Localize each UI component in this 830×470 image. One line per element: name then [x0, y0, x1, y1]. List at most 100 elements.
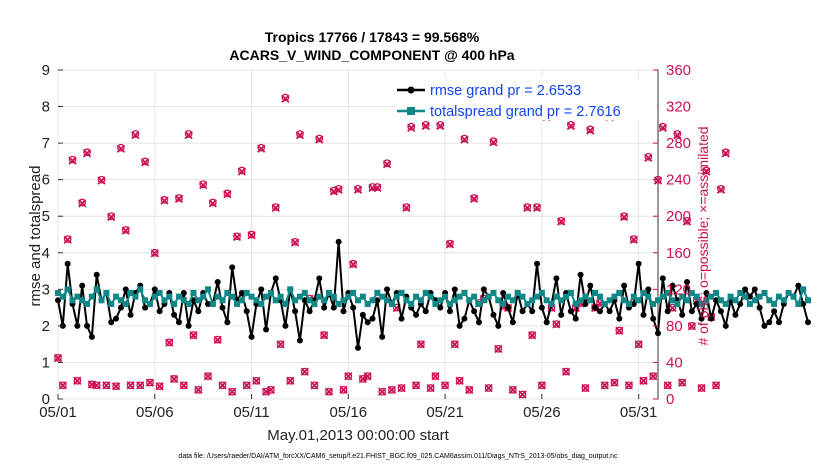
totalspread-point	[693, 293, 700, 300]
rmse-point	[688, 308, 695, 315]
y-tick-label-1: 1	[42, 354, 50, 371]
obs-possible-point	[455, 376, 464, 385]
totalspread-point	[635, 297, 642, 304]
obs-possible-point	[228, 387, 237, 396]
obs-possible-point	[470, 194, 478, 202]
y2-tick-label-9: 360	[666, 62, 691, 79]
rmse-point	[369, 315, 376, 322]
obs-possible-point	[717, 184, 725, 193]
obs-assimilated-point	[619, 212, 629, 222]
totalspread-point	[461, 289, 468, 296]
rmse-point	[679, 311, 686, 318]
totalspread-point	[451, 297, 458, 304]
rmse-point	[175, 319, 182, 326]
totalspread-point	[108, 300, 115, 307]
rmse-point	[301, 297, 308, 304]
obs-possible-point	[150, 248, 159, 257]
totalspread-point	[325, 289, 332, 296]
rmse-point	[127, 311, 134, 318]
totalspread-point	[737, 289, 744, 296]
obs-assimilated-point	[208, 199, 217, 208]
obs-possible-point	[175, 194, 183, 202]
rmse-point	[292, 308, 299, 315]
totalspread-point	[509, 297, 516, 304]
obs-assimilated-point	[276, 340, 285, 349]
rmse-point	[456, 322, 463, 329]
obs-possible-point	[315, 134, 324, 143]
obs-possible-point	[721, 148, 730, 157]
x-tick-label-3: 05/16	[330, 404, 368, 421]
obs-assimilated-point	[687, 322, 697, 331]
rmse-point	[296, 337, 303, 344]
rmse-point	[88, 333, 95, 340]
y2-tick-label-7: 280	[666, 135, 691, 152]
obs-assimilated-point	[528, 331, 537, 340]
obs-assimilated-point	[600, 381, 609, 390]
totalspread-point	[393, 293, 400, 300]
obs-assimilated-point	[228, 387, 237, 396]
totalspread-point	[282, 300, 289, 307]
obs-assimilated-point	[295, 130, 305, 140]
totalspread-point	[480, 297, 487, 304]
totalspread-point	[596, 293, 603, 300]
obs-assimilated-point	[271, 203, 280, 213]
obs-assimilated-point	[165, 338, 174, 347]
rmse-point	[74, 322, 81, 329]
obs-possible-point	[373, 183, 382, 191]
obs-assimilated-point	[639, 376, 648, 385]
obs-possible-point	[83, 148, 91, 157]
x-tick-label-0: 05/01	[39, 404, 77, 421]
totalspread-point	[650, 300, 657, 307]
rmse-point	[761, 322, 768, 329]
obs-assimilated-point	[455, 376, 464, 385]
rmse-point	[229, 264, 236, 271]
obs-possible-point	[397, 384, 406, 392]
obs-possible-point	[639, 376, 648, 385]
totalspread-point	[301, 289, 308, 296]
obs-assimilated-point	[160, 196, 169, 205]
totalspread-point	[413, 293, 420, 300]
obs-assimilated-point	[373, 183, 382, 193]
rmse-point	[422, 308, 429, 315]
totalspread-point	[355, 297, 361, 304]
rmse-point	[113, 315, 120, 322]
obs-assimilated-point	[644, 153, 653, 163]
obs-assimilated-point	[610, 378, 619, 387]
rmse-point	[156, 308, 163, 315]
totalspread-point	[321, 297, 328, 304]
rmse-point	[587, 282, 594, 289]
rmse-point	[538, 304, 545, 311]
obs-assimilated-point	[63, 235, 72, 244]
obs-assimilated-point	[363, 372, 372, 381]
totalspread-point	[563, 293, 570, 300]
obs-assimilated-point	[382, 160, 392, 169]
totalspread-point	[616, 289, 623, 296]
totalspread-point	[132, 293, 139, 300]
totalspread-point	[611, 293, 618, 300]
totalspread-point	[151, 293, 158, 300]
totalspread-point	[534, 293, 541, 300]
y2-tick-label-0: 0	[666, 391, 674, 408]
y2-tick-label-2: 80	[666, 318, 683, 335]
totalspread-point	[93, 286, 100, 293]
obs-possible-point	[426, 384, 435, 392]
rmse-point	[451, 286, 458, 293]
obs-possible-point	[112, 382, 120, 391]
obs-possible-point	[494, 344, 503, 353]
obs-assimilated-point	[150, 249, 159, 258]
rmse-point	[698, 315, 705, 322]
rmse-point	[640, 311, 647, 318]
obs-possible-point	[247, 230, 256, 239]
totalspread-point	[219, 297, 226, 304]
totalspread-point	[350, 289, 357, 296]
y-tick-label-2: 2	[42, 318, 50, 335]
obs-assimilated-point	[581, 383, 590, 393]
obs-possible-point	[446, 239, 454, 248]
totalspread-point	[456, 293, 463, 300]
obs-possible-point	[562, 367, 570, 376]
totalspread-point	[98, 297, 105, 304]
totalspread-point	[137, 286, 144, 293]
totalspread-point	[161, 297, 168, 304]
rmse-point	[446, 308, 453, 315]
